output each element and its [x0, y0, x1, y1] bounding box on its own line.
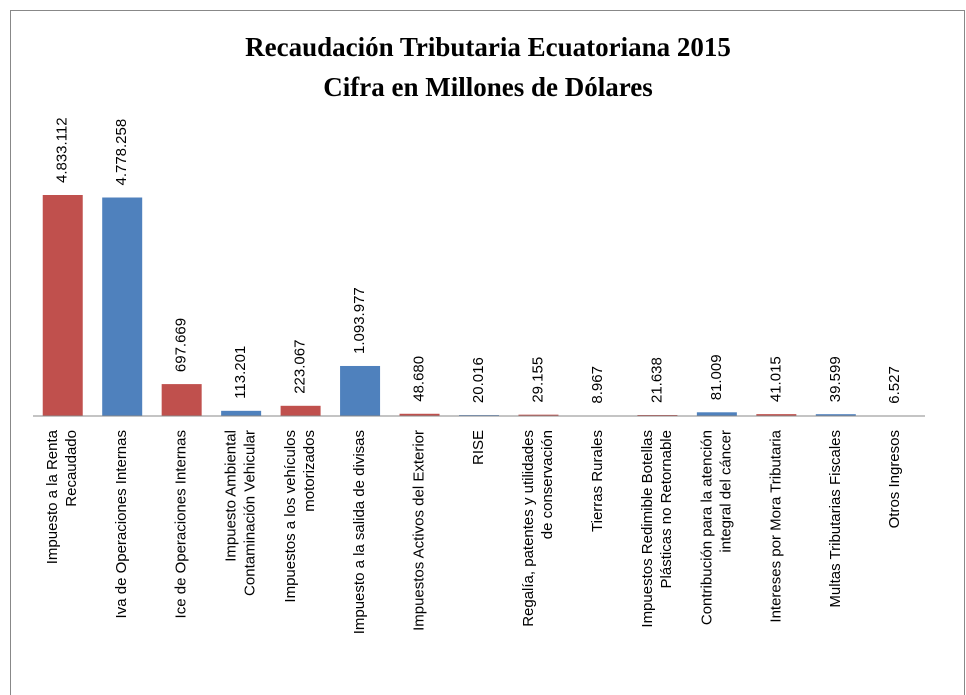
x-tick-label: Ice de Operaciones Internas — [173, 430, 190, 618]
x-tick-label: Regalía, patentes y utilidades — [520, 430, 537, 627]
x-tick-label: Impuesto Ambiental — [223, 430, 240, 562]
x-tick-label: Intereses por Mora Tributaria — [767, 429, 784, 622]
x-tick-label: Otros Ingresos — [886, 430, 903, 528]
x-tick-label: Multas Tributarias Fiscales — [827, 430, 844, 608]
x-tick-label: Impuestos Activos del Exterior — [411, 430, 428, 631]
x-tick-label: Contribución para la atención — [698, 430, 715, 625]
bar — [102, 197, 143, 416]
bar — [756, 414, 797, 416]
chart-frame — [10, 10, 965, 695]
x-tick-label: Iva de Operaciones Internas — [113, 430, 130, 618]
x-tick-label: integral del cáncer — [717, 430, 734, 553]
x-tick-label: Impuestos a los vehículos — [282, 430, 299, 603]
x-tick-label: motorizados — [301, 430, 318, 512]
value-label: 4.778.258 — [113, 119, 130, 186]
x-tick-label: RISE — [470, 430, 487, 465]
bar — [340, 365, 381, 416]
value-label: 697.669 — [173, 318, 190, 372]
bar — [518, 414, 559, 416]
value-label: 21.638 — [648, 357, 665, 403]
value-label: 8.967 — [589, 366, 606, 404]
x-tick-label: Plásticas no Retornable — [658, 430, 675, 588]
value-label: 223.067 — [292, 340, 309, 394]
bar — [815, 414, 856, 416]
chart-subtitle: Cifra en Millones de Dólares — [323, 72, 652, 102]
x-tick-label: Impuestos Redimible Botellas — [639, 430, 656, 628]
x-tick-label: Contaminación Vehicular — [242, 430, 259, 596]
bar — [399, 413, 440, 416]
value-label: 20.016 — [470, 357, 487, 403]
x-tick-label: Impuesto a la salida de divisas — [351, 430, 368, 634]
chart-title: Recaudación Tributaria Ecuatoriana 2015 — [245, 32, 731, 62]
bar — [280, 405, 321, 416]
value-label: 4.833.112 — [54, 117, 71, 183]
bar — [696, 412, 737, 416]
bar — [221, 410, 262, 416]
value-label: 81.009 — [708, 354, 725, 400]
bar — [161, 384, 202, 416]
x-tick-label: Tierras Rurales — [589, 430, 606, 532]
bar — [42, 195, 83, 416]
value-label: 41.015 — [767, 356, 784, 402]
x-tick-label: Recaudado — [63, 430, 80, 507]
value-label: 48.680 — [411, 356, 428, 402]
value-label: 6.527 — [886, 366, 903, 404]
value-label: 1.093.977 — [351, 287, 368, 354]
value-label: 29.155 — [529, 357, 546, 403]
value-label: 39.599 — [827, 356, 844, 402]
x-tick-label: Impuesto a la Renta — [44, 429, 61, 564]
x-tick-label: de conservación — [539, 430, 556, 539]
value-label: 113.201 — [232, 346, 249, 399]
